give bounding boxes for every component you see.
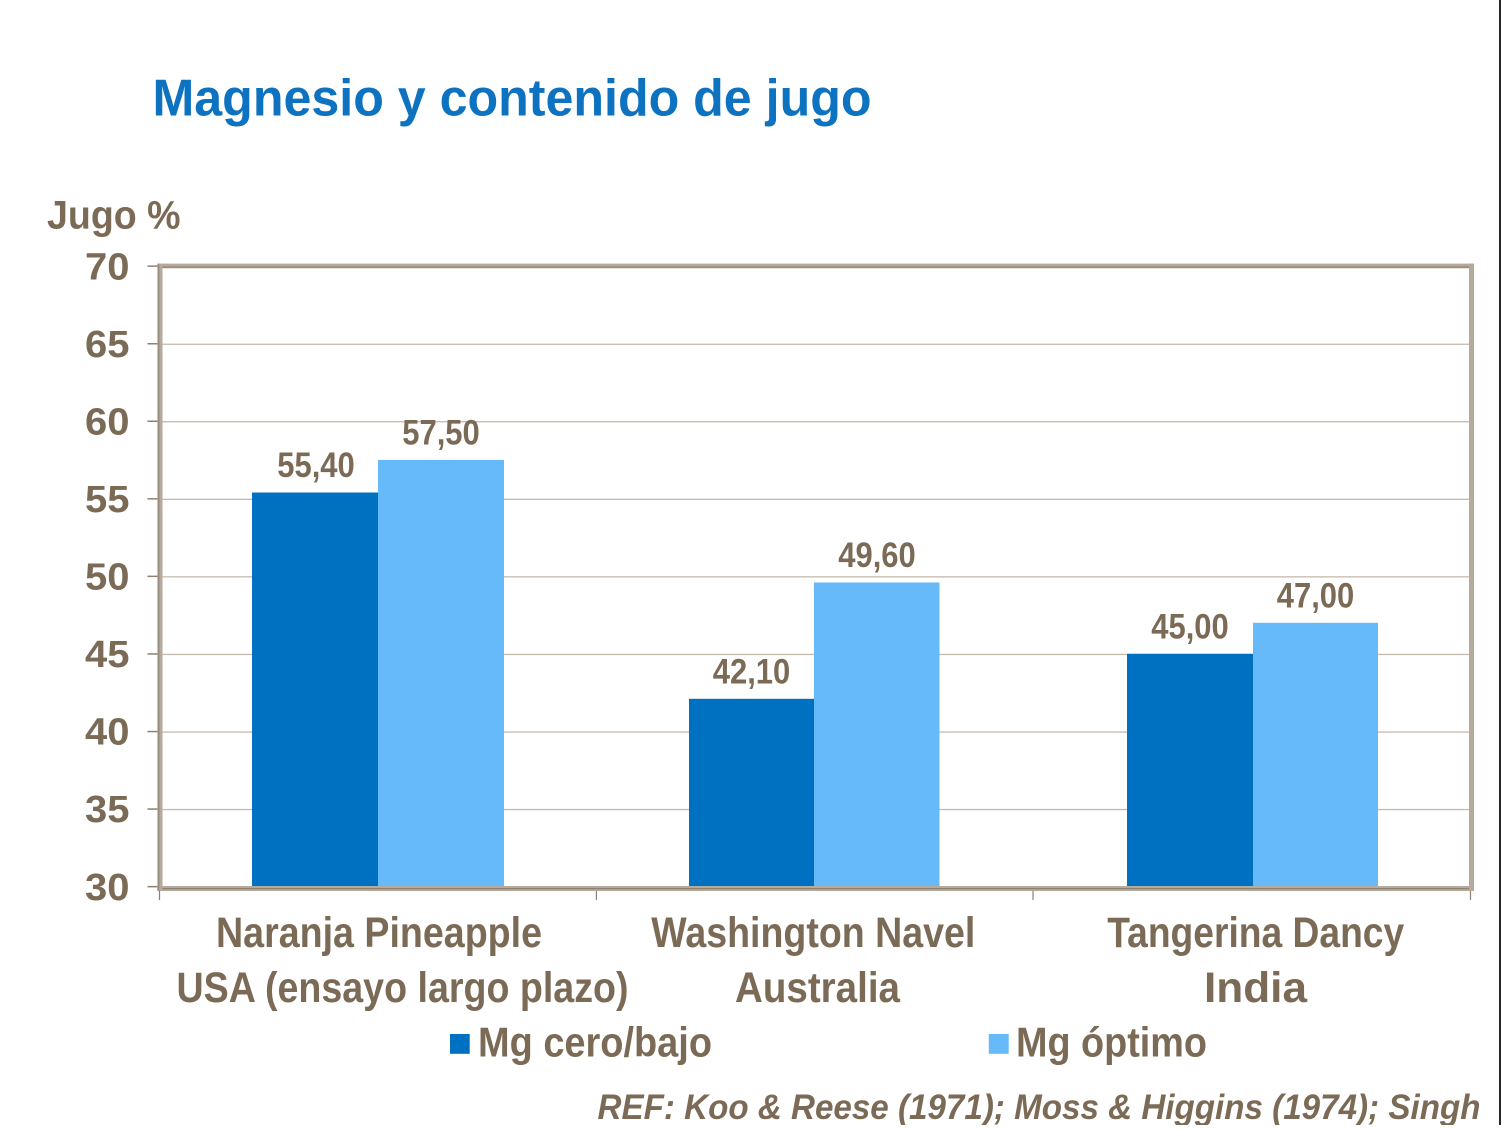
svg-text:70: 70 — [85, 246, 130, 288]
svg-text:Jugo %: Jugo % — [47, 194, 181, 238]
svg-text:Naranja Pineapple: Naranja Pineapple — [216, 910, 542, 957]
svg-text:57,50: 57,50 — [402, 413, 480, 452]
svg-text:50: 50 — [85, 557, 130, 599]
svg-text:60: 60 — [85, 401, 130, 443]
svg-text:45: 45 — [85, 634, 130, 676]
svg-text:Australia: Australia — [735, 965, 900, 1012]
svg-text:Magnesio y contenido de jugo: Magnesio y contenido de jugo — [153, 69, 872, 127]
svg-text:55,40: 55,40 — [277, 446, 355, 485]
svg-text:REF: Koo & Reese (1971); Moss: REF: Koo & Reese (1971); Moss & Higgins … — [598, 1088, 1481, 1125]
svg-text:35: 35 — [85, 789, 130, 831]
svg-text:30: 30 — [85, 867, 130, 909]
svg-text:42,10: 42,10 — [713, 652, 791, 691]
svg-text:USA (ensayo largo plazo): USA (ensayo largo plazo) — [177, 965, 629, 1012]
svg-text:India: India — [1204, 965, 1307, 1012]
svg-text:Washington Navel: Washington Navel — [651, 910, 975, 957]
svg-text:55: 55 — [85, 479, 130, 521]
svg-text:Mg óptimo: Mg óptimo — [1016, 1019, 1207, 1066]
svg-text:45,00: 45,00 — [1151, 607, 1229, 646]
svg-text:65: 65 — [85, 324, 130, 366]
svg-text:Tangerina Dancy: Tangerina Dancy — [1107, 910, 1404, 957]
svg-text:49,60: 49,60 — [838, 536, 916, 575]
svg-text:40: 40 — [85, 712, 130, 754]
svg-text:Mg cero/bajo: Mg cero/bajo — [478, 1019, 712, 1066]
svg-text:47,00: 47,00 — [1277, 576, 1355, 615]
